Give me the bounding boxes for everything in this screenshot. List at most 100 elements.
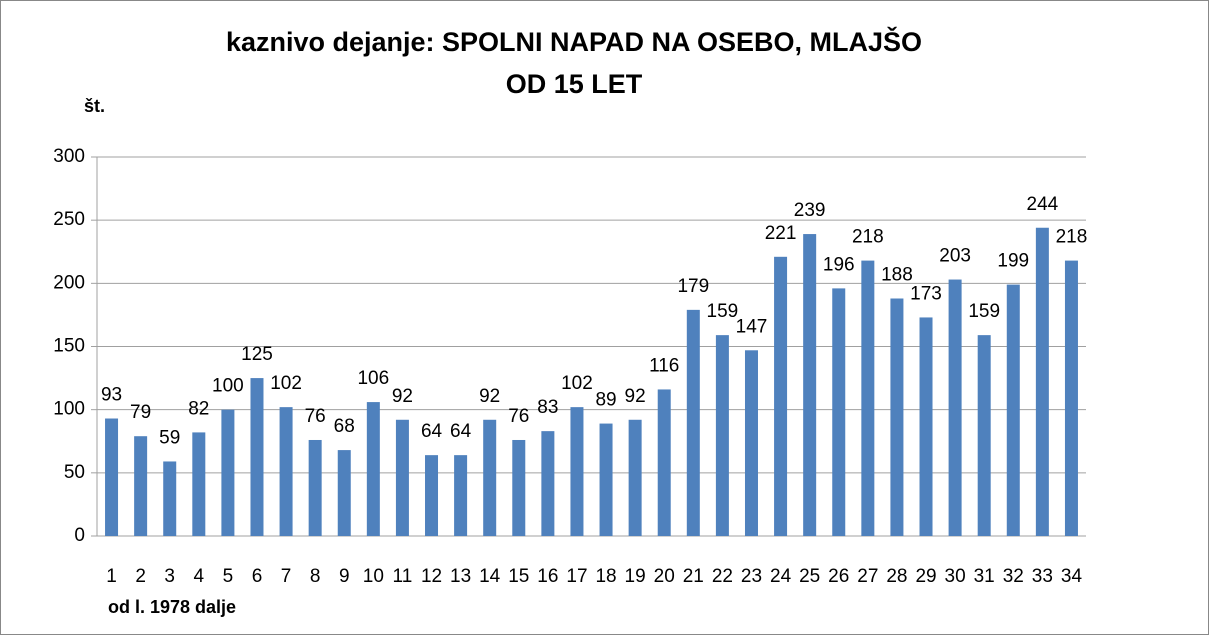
data-label: 159: [968, 301, 1000, 322]
bar: [512, 439, 526, 536]
x-tick-label: 9: [339, 566, 350, 587]
y-tick-label: 50: [64, 462, 85, 483]
x-tick-label: 21: [683, 566, 704, 587]
data-label: 102: [270, 373, 302, 394]
data-label: 188: [881, 265, 913, 286]
bar: [366, 402, 380, 536]
x-tick-label: 7: [281, 566, 292, 587]
chart-title: OD 15 LET: [506, 69, 643, 99]
y-tick-label: 300: [53, 146, 85, 167]
data-label: 116: [649, 355, 679, 376]
bar: [890, 298, 904, 536]
x-tick-label: 27: [857, 566, 878, 587]
bar: [1006, 284, 1020, 536]
data-label: 83: [537, 397, 558, 418]
bar: [105, 418, 119, 536]
y-tick-label: 250: [53, 209, 85, 230]
x-tick-label: 4: [194, 566, 205, 587]
data-label: 76: [508, 406, 529, 427]
bar: [1064, 260, 1078, 536]
y-tick-label: 0: [74, 525, 85, 546]
bar: [919, 317, 933, 536]
x-tick-label: 6: [252, 566, 263, 587]
bar: [395, 419, 409, 536]
data-label: 199: [997, 251, 1029, 272]
data-label: 239: [794, 200, 826, 221]
data-label: 92: [479, 386, 500, 407]
x-tick-label: 13: [450, 566, 471, 587]
x-tick-label: 25: [799, 566, 820, 587]
x-tick-label: 26: [828, 566, 849, 587]
data-label: 218: [1056, 227, 1088, 248]
bar: [832, 288, 846, 536]
x-tick-label: 3: [164, 566, 175, 587]
data-label: 147: [736, 316, 768, 337]
bar: [192, 432, 206, 536]
x-tick-label: 24: [770, 566, 792, 587]
x-tick-label: 31: [974, 566, 995, 587]
data-label: 106: [357, 368, 389, 389]
bar: [948, 279, 962, 536]
data-label: 125: [241, 344, 273, 365]
x-tick-label: 12: [421, 566, 442, 587]
data-label: 64: [450, 421, 472, 442]
bar: [744, 350, 758, 536]
data-label: 59: [159, 427, 180, 448]
data-label: 244: [1027, 194, 1059, 215]
data-label: 179: [677, 276, 709, 297]
x-tick-label: 16: [537, 566, 558, 587]
bar: [599, 423, 613, 536]
data-label: 92: [625, 386, 646, 407]
x-tick-label: 34: [1061, 566, 1083, 587]
bar: [163, 461, 177, 536]
x-tick-label: 10: [363, 566, 384, 587]
x-tick-label: 1: [106, 566, 117, 587]
bar: [541, 431, 555, 536]
data-label: 93: [101, 385, 122, 406]
data-label: 64: [421, 421, 443, 442]
data-label: 218: [852, 227, 884, 248]
x-tick-label: 32: [1003, 566, 1024, 587]
data-label: 68: [334, 416, 355, 437]
bar: [425, 455, 439, 536]
bar: [308, 439, 322, 536]
bar: [715, 335, 729, 536]
x-tick-label: 5: [223, 566, 234, 587]
x-tick-label: 8: [310, 566, 321, 587]
y-axis-label: št.: [84, 96, 105, 116]
bar: [977, 335, 991, 536]
bar: [134, 436, 148, 536]
x-tick-label: 11: [393, 566, 413, 587]
data-label: 196: [823, 254, 855, 275]
y-tick-label: 100: [53, 399, 85, 420]
y-tick-label: 150: [53, 336, 85, 357]
data-label: 76: [305, 406, 326, 427]
x-tick-label: 23: [741, 566, 762, 587]
bar: [250, 378, 264, 536]
x-tick-label: 19: [625, 566, 646, 587]
bar: [337, 450, 351, 536]
x-axis-label: od l. 1978 dalje: [108, 597, 236, 617]
x-tick-label: 15: [508, 566, 529, 587]
bar: [279, 407, 293, 536]
x-tick-label: 20: [654, 566, 675, 587]
data-label: 100: [212, 376, 244, 397]
x-tick-label: 14: [479, 566, 501, 587]
x-tick-label: 29: [915, 566, 936, 587]
bar: [803, 234, 817, 536]
bar: [221, 409, 235, 536]
bar: [628, 419, 642, 536]
bar: [570, 407, 584, 536]
x-tick-label: 18: [595, 566, 616, 587]
data-label: 203: [939, 246, 971, 267]
x-tick-label: 2: [135, 566, 146, 587]
data-label: 79: [130, 402, 151, 423]
data-label: 89: [595, 390, 616, 411]
data-label: 92: [392, 386, 413, 407]
y-tick-label: 200: [53, 272, 85, 293]
data-label: 82: [188, 398, 209, 419]
bar: [454, 455, 468, 536]
data-label: 221: [765, 223, 797, 244]
bar: [1035, 227, 1049, 536]
